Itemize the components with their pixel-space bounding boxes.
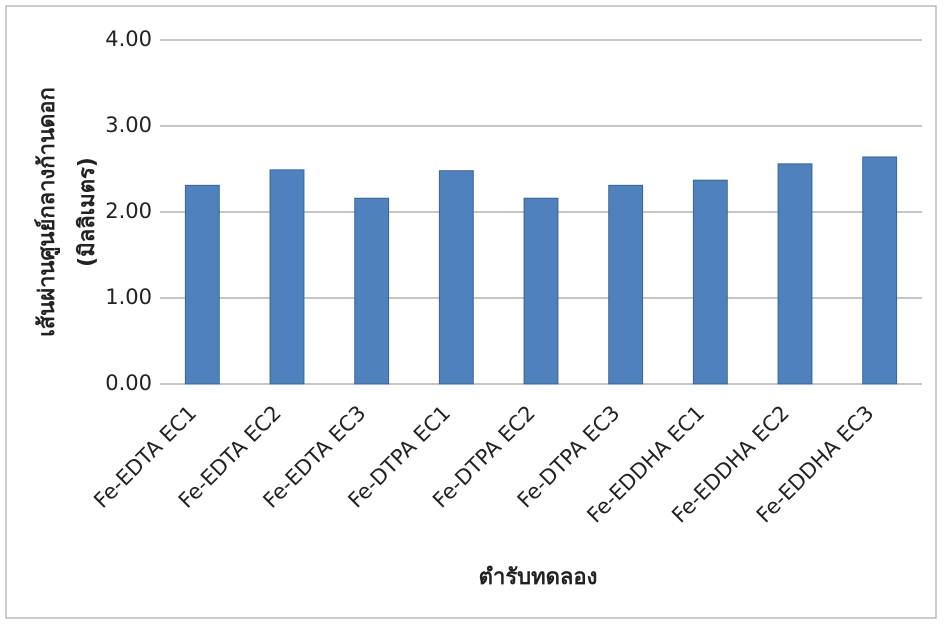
y-axis-title: เส้นผ่านศูนย์กลางก้านดอก (34, 87, 61, 337)
y-tick-label: 3.00 (105, 113, 152, 137)
bar (692, 179, 728, 385)
y-tick-label: 1.00 (105, 285, 152, 309)
bar (608, 184, 644, 385)
x-axis-title: ตำรับทดลอง (479, 565, 598, 590)
bar (354, 197, 390, 385)
y-axis-title: (มิลลิเมตร) (75, 157, 100, 267)
bar (184, 184, 220, 385)
bar (269, 169, 305, 385)
bar (777, 163, 813, 385)
bar (862, 156, 898, 385)
bar (523, 197, 559, 385)
y-tick-label: 2.00 (105, 199, 152, 223)
bar (438, 170, 474, 385)
y-tick-label: 4.00 (105, 27, 152, 51)
y-tick-label: 0.00 (105, 371, 152, 395)
